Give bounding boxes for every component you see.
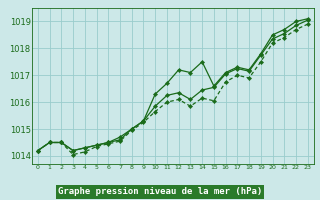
Text: Graphe pression niveau de la mer (hPa): Graphe pression niveau de la mer (hPa) (58, 188, 262, 196)
